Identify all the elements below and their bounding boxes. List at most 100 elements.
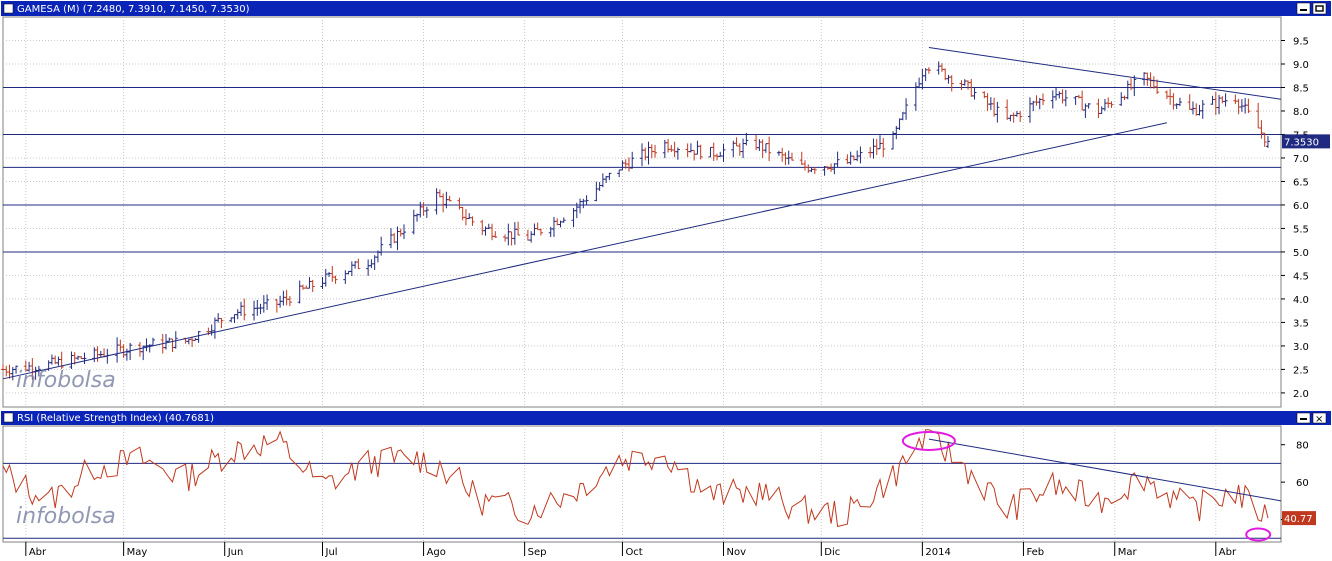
ohlc-bar-277: [1262, 132, 1267, 147]
rsi-minimize-icon: [1300, 418, 1307, 420]
ohlc-bar-184: [835, 151, 840, 168]
ohlc-bar-139: [630, 151, 635, 169]
rsi-highlight-ellipse-1: [1245, 527, 1272, 542]
price-ytick-label-5: 4.5: [1293, 271, 1309, 282]
price-ytick-label-3: 3.5: [1293, 318, 1309, 329]
x-month-label-11: Mar: [1118, 547, 1138, 558]
rsi-highlights: [901, 430, 1272, 542]
price-ytick-label-10: 7.0: [1293, 154, 1309, 165]
last-price-box: [1282, 134, 1330, 149]
ohlc-bar-124: [561, 217, 566, 223]
x-month-label-3: Jul: [325, 547, 338, 558]
rsi-ytick-label-1: 60: [1296, 478, 1309, 489]
ohlc-bar-169: [767, 136, 772, 162]
price-ytick-label-0: 2.0: [1293, 389, 1309, 400]
ohlc-bar-199: [904, 98, 909, 120]
x-month-label-1: May: [127, 547, 148, 558]
ohlc-bar-159: [721, 143, 726, 162]
ohlc-bar-164: [744, 132, 749, 146]
price-ytick-label-1: 2.5: [1293, 365, 1309, 376]
maximize-button[interactable]: [1312, 2, 1327, 15]
ohlc-bar-129: [584, 195, 589, 205]
ohlc-bar-174: [789, 152, 794, 161]
ohlc-bar-219: [995, 101, 1000, 123]
x-month-label-5: Sep: [528, 547, 547, 558]
ohlc-bar-194: [881, 138, 886, 158]
ohlc-bar-34: [150, 337, 155, 346]
ohlc-bar-204: [926, 67, 931, 74]
last-price-label: 7.3530: [1284, 137, 1319, 148]
rsi-panel-menu-icon[interactable]: [3, 412, 14, 423]
price-ytick-label-7: 5.5: [1293, 224, 1309, 235]
x-month-label-6: Oct: [625, 547, 642, 558]
ohlc-bar-214: [972, 87, 977, 100]
ohlc-bar-189: [858, 146, 863, 164]
price-panel-title: GAMESA (M) (7.2480, 7.3910, 7.1450, 7.35…: [17, 4, 250, 15]
ohlc-bar-209: [949, 75, 954, 92]
ohlc-bar-84: [379, 236, 384, 256]
ohlc-bar-114: [516, 221, 521, 236]
x-month-label-9: 2014: [925, 547, 950, 558]
x-month-label-7: Nov: [727, 547, 747, 558]
price-panel-header: [1, 1, 1331, 16]
rsi-line: [2, 429, 1269, 528]
rsi-highlight-ellipse-0: [901, 430, 956, 451]
ohlc-bar-134: [607, 172, 612, 181]
rsi-panel: RSI (Relative Strength Index) (40.7681) …: [1, 411, 1331, 543]
ohlc-bar-244: [1109, 101, 1114, 108]
price-trendline-0: [2, 122, 1168, 380]
ohlc-bar-259: [1177, 97, 1182, 107]
ohlc-bar-229: [1041, 93, 1046, 106]
ohlc-bar-224: [1018, 111, 1023, 122]
x-axis: Abr May Jun Jul Ago Sep Oct Nov Dic 2014 Feb Mar Abr: [25, 542, 1237, 558]
ohlc-bar-89: [402, 224, 407, 239]
ohlc-bar-54: [242, 298, 247, 321]
rsi-plot-area: [2, 425, 1282, 543]
ohlc-bar-4: [14, 365, 19, 374]
ohlc-bar-64: [287, 296, 292, 307]
minimize-button[interactable]: [1296, 2, 1311, 15]
x-month-label-12: Abr: [1219, 547, 1237, 558]
last-rsi-label: 40.77: [1284, 514, 1313, 525]
ohlc-bar-264: [1200, 100, 1205, 119]
price-y-axis: 2.02.53.03.54.04.55.05.56.06.57.07.58.08…: [1281, 36, 1309, 400]
price-ytick-label-6: 5.0: [1293, 248, 1309, 259]
price-bars: [1, 61, 1270, 381]
last-rsi-box: [1282, 511, 1316, 526]
watermark-logo: infobolsa: [16, 368, 116, 393]
ohlc-bar-104: [470, 216, 475, 226]
price-ytick-label-9: 6.5: [1293, 177, 1309, 188]
panel-menu-icon[interactable]: [3, 3, 14, 14]
rsi-panel-title: RSI (Relative Strength Index) (40.7681): [17, 413, 214, 424]
ohlc-bar-19: [82, 352, 87, 365]
ohlc-bar-144: [653, 144, 658, 158]
x-month-label-10: Feb: [1026, 547, 1044, 558]
x-month-label-0: Abr: [29, 547, 47, 558]
close-icon: ×: [1315, 414, 1323, 425]
ohlc-bar-39: [173, 331, 178, 349]
rsi-trendline-0: [928, 438, 1282, 502]
x-month-label-4: Ago: [427, 547, 446, 558]
price-trendline-1: [928, 47, 1282, 100]
ohlc-bar-49: [219, 317, 224, 329]
ohlc-bar-269: [1223, 93, 1228, 107]
ohlc-bar-254: [1155, 79, 1160, 95]
price-ytick-label-15: 9.5: [1293, 36, 1309, 47]
rsi-panel-header: [1, 411, 1331, 425]
x-month-label-8: Dic: [824, 547, 840, 558]
ohlc-bar-99: [447, 195, 452, 202]
price-ytick-label-12: 8.0: [1293, 107, 1309, 118]
price-horizontal-levels: [3, 86, 1281, 253]
price-trendlines: [2, 47, 1282, 380]
ohlc-bar-74: [333, 275, 338, 284]
ohlc-bar-119: [538, 228, 543, 236]
ohlc-bar-109: [493, 231, 498, 238]
x-month-label-2: Jun: [227, 547, 244, 558]
minimize-icon: [1300, 9, 1307, 11]
price-plot-area: [2, 16, 1282, 408]
rsi-watermark-logo: infobolsa: [16, 504, 116, 529]
rsi-close-button[interactable]: [1312, 412, 1327, 424]
price-ytick-label-4: 4.0: [1293, 295, 1309, 306]
ohlc-bar-59: [265, 294, 270, 310]
